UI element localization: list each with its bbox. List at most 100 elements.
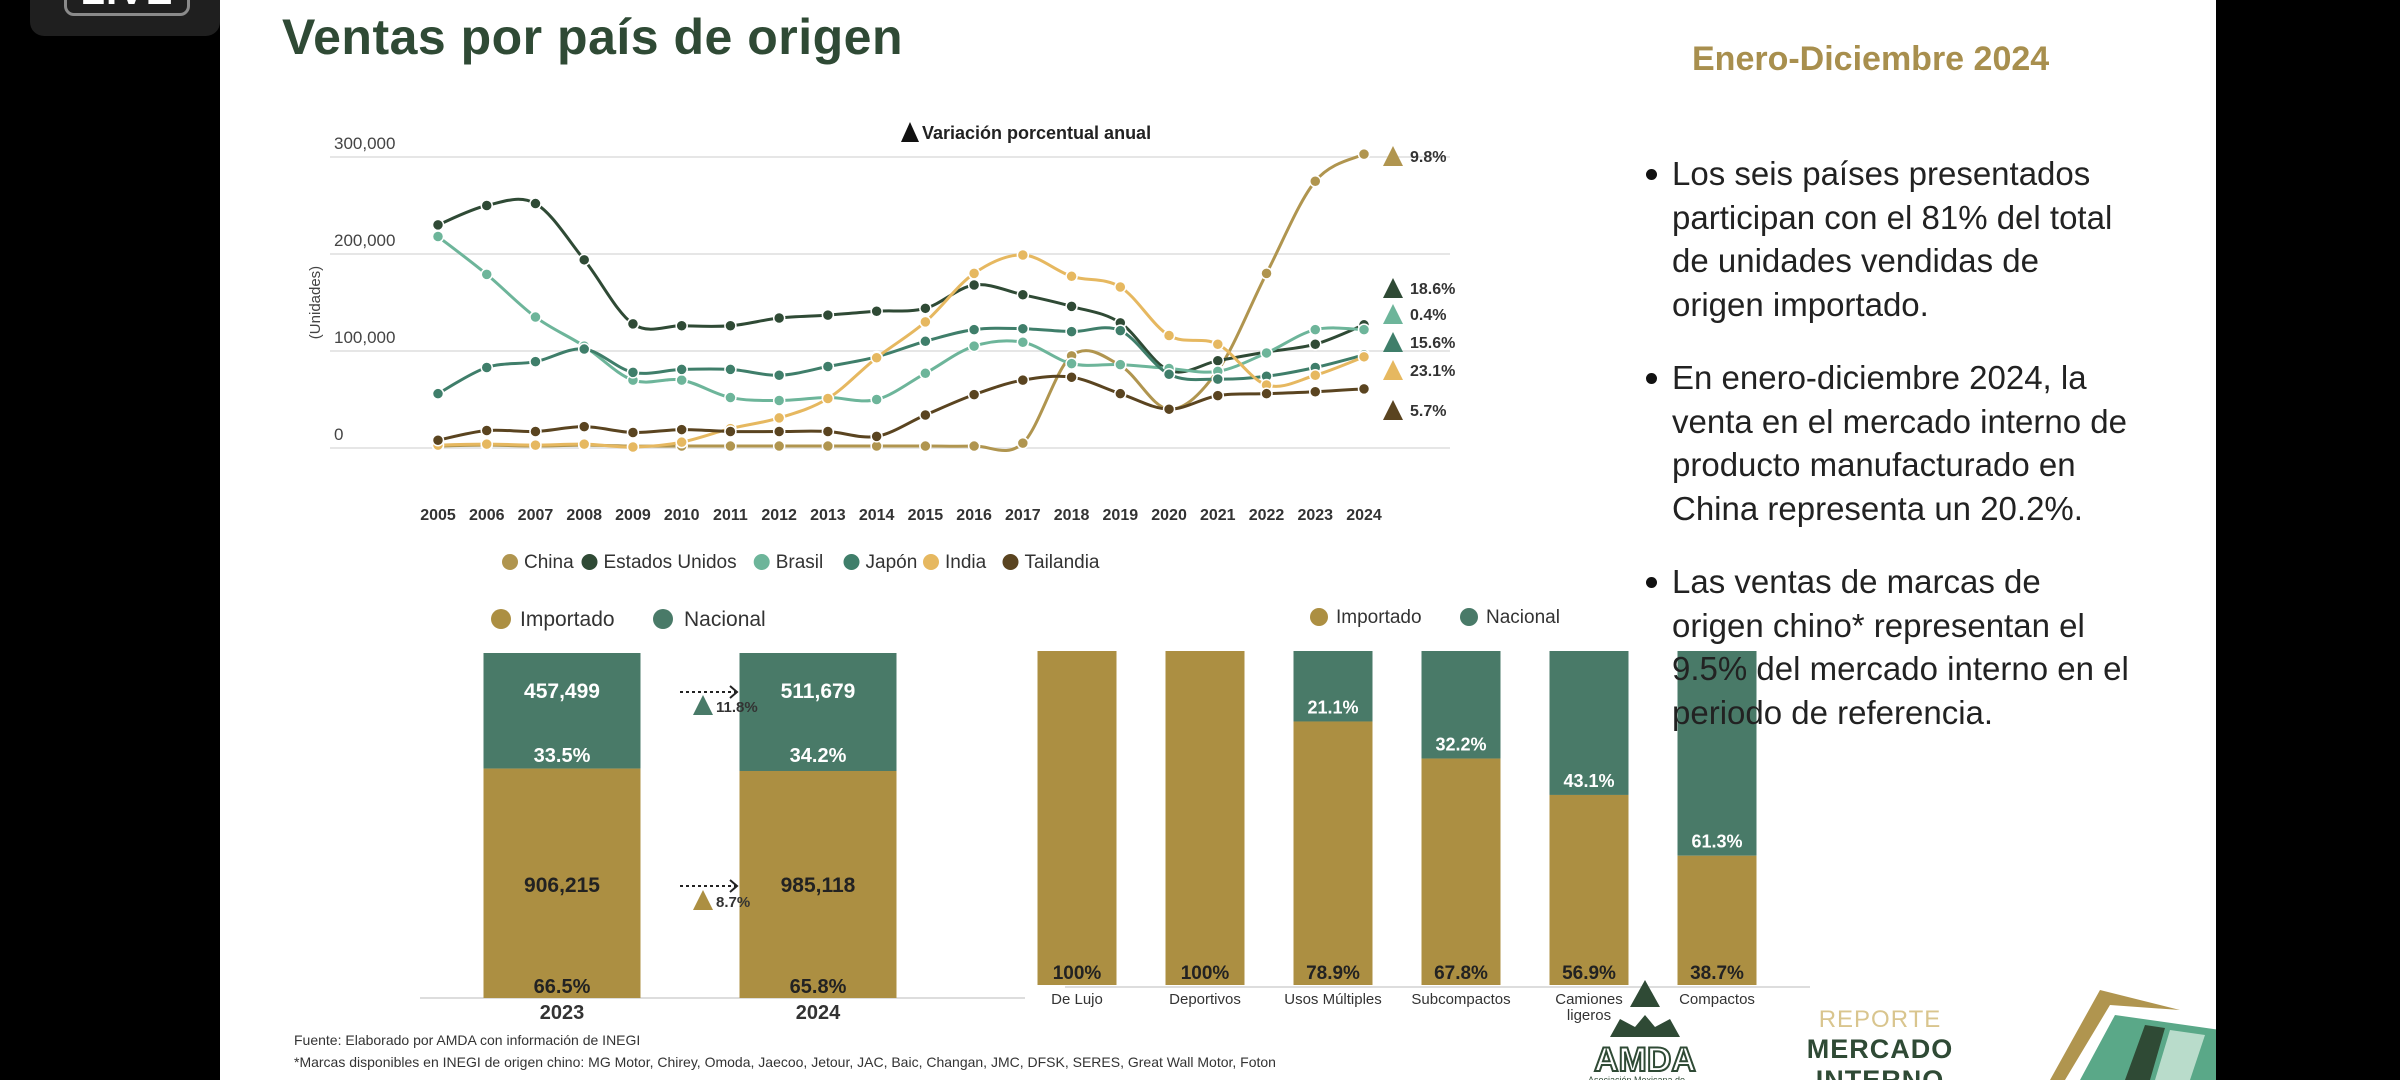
x-tick-label: 2016 (956, 507, 992, 524)
variation-annotation: Variación porcentual anual (922, 123, 1151, 143)
data-point (967, 388, 981, 401)
variation-triangle-icon (1383, 332, 1403, 352)
legend-swatch (1310, 608, 1328, 626)
brands-note: *Marcas disponibles en INEGI de origen c… (294, 1054, 1276, 1070)
bar-percent-label: 56.9% (1562, 963, 1616, 984)
x-tick-label: ligeros (1567, 1007, 1611, 1024)
data-point (1162, 368, 1176, 381)
data-point (1016, 373, 1030, 387)
data-point (772, 311, 786, 325)
data-point (1162, 402, 1176, 416)
period-label: Enero-Diciembre 2024 (1692, 40, 2050, 78)
data-point (1211, 354, 1225, 367)
data-point (724, 319, 737, 333)
data-point (1309, 337, 1322, 351)
variation-triangle-icon (1383, 360, 1403, 380)
x-tick-label: 2006 (469, 507, 505, 524)
y-tick-label: 0 (334, 425, 343, 444)
bar-segment-nacional (1549, 651, 1629, 795)
x-tick-label: 2017 (1005, 507, 1041, 524)
variation-label: 23.1% (1410, 363, 1455, 380)
bar-percent-label: 67.8% (1434, 963, 1488, 984)
data-point (1357, 323, 1371, 336)
y-tick-label: 300,000 (334, 134, 395, 153)
amda-logo-subtext: Asociación Mexicana de (1588, 1075, 1686, 1080)
data-point (577, 253, 591, 267)
legend-label: Brasil (776, 552, 824, 573)
report-brand: REPORTE MERCADO INTERNO AUTOMOTOR LIGERO… (1750, 1006, 2010, 1080)
data-point (675, 319, 688, 333)
bar-percent-label: 21.1% (1307, 697, 1358, 717)
data-point (431, 387, 445, 400)
report-line1: REPORTE (1818, 1006, 1942, 1033)
legend-label: India (945, 552, 987, 573)
x-tick-label: 2021 (1200, 507, 1236, 524)
data-point (577, 437, 591, 451)
bar-segment-nacional (1293, 651, 1373, 722)
data-point (1065, 300, 1078, 313)
data-point (870, 430, 883, 443)
legend-swatch (502, 554, 518, 570)
bar-percent-label: 32.2% (1435, 735, 1486, 755)
legend-label: Japón (866, 552, 918, 573)
bar-segment-importado (1165, 651, 1245, 985)
bar-percent-label: 33.5% (534, 745, 591, 767)
amda-logo-icon: AMDA (1593, 980, 1697, 1080)
legend-swatch (653, 609, 673, 629)
live-badge: LIVE (30, 0, 220, 36)
variation-label: 0.4% (1410, 307, 1446, 324)
x-tick-label: 2018 (1054, 507, 1090, 524)
data-point (724, 391, 737, 404)
data-point (480, 361, 493, 374)
data-point (821, 360, 835, 373)
x-tick-label: 2015 (908, 507, 944, 524)
data-point (724, 363, 737, 376)
data-point (1016, 288, 1030, 301)
legend-label: Estados Unidos (604, 552, 737, 573)
data-point (821, 425, 835, 438)
data-point (1260, 387, 1273, 400)
bar-percent-label: 66.5% (534, 976, 591, 998)
legend-label: Nacional (684, 608, 766, 631)
bar-segment-importado (1549, 794, 1629, 985)
bar-segment-nacional (483, 653, 641, 769)
data-point (967, 439, 981, 453)
legend-swatch (843, 554, 860, 570)
x-tick-label: 2008 (566, 507, 602, 524)
legend-label: Nacional (1486, 607, 1560, 628)
bar-segment-nacional (1421, 651, 1501, 759)
x-tick-label: 2020 (1151, 507, 1187, 524)
data-point (870, 351, 883, 365)
bar-segment-importado (1677, 855, 1757, 985)
data-point (675, 363, 688, 376)
variation-label: 18.6% (1410, 281, 1455, 298)
legend-swatch (1002, 554, 1019, 570)
data-point (772, 394, 786, 407)
legend-swatch (491, 609, 511, 629)
bullet-item: Los seis países presentados participan c… (1644, 152, 2134, 326)
data-point (1260, 346, 1273, 360)
variation-triangle-icon (1383, 400, 1403, 420)
data-point (1309, 385, 1322, 398)
data-point (431, 218, 445, 232)
data-point (577, 420, 591, 433)
variation-label: 9.8% (1410, 149, 1446, 166)
data-point (431, 433, 445, 447)
bar-segment-nacional (1677, 651, 1757, 856)
live-label: LIVE (64, 0, 190, 16)
data-point (919, 315, 932, 329)
x-tick-label: Compactos (1679, 991, 1755, 1008)
x-tick-label: 2011 (713, 507, 748, 524)
data-point (772, 369, 786, 382)
data-point (675, 435, 688, 449)
data-point (1016, 322, 1030, 335)
x-tick-label: 2024 (796, 1002, 841, 1024)
legend-swatch (923, 554, 939, 570)
source-note: Fuente: Elaborado por AMDA con informaci… (294, 1032, 641, 1048)
data-point (1016, 336, 1030, 349)
legend-swatch (753, 554, 770, 570)
legend-label: Importado (1336, 607, 1422, 628)
arrow-head-icon (729, 685, 739, 699)
bullet-item: Las ventas de marcas de origen chino* re… (1644, 560, 2134, 734)
data-point (870, 304, 883, 318)
